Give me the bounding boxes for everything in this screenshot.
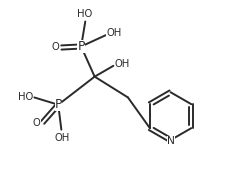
Text: HO: HO: [77, 9, 92, 19]
Text: P: P: [77, 40, 85, 53]
Text: P: P: [55, 98, 62, 111]
Text: O: O: [52, 42, 59, 52]
Text: OH: OH: [115, 58, 130, 68]
Text: OH: OH: [54, 133, 70, 143]
Text: OH: OH: [106, 28, 122, 37]
Text: HO: HO: [18, 92, 33, 102]
Text: N: N: [167, 136, 175, 146]
Text: O: O: [33, 119, 41, 128]
